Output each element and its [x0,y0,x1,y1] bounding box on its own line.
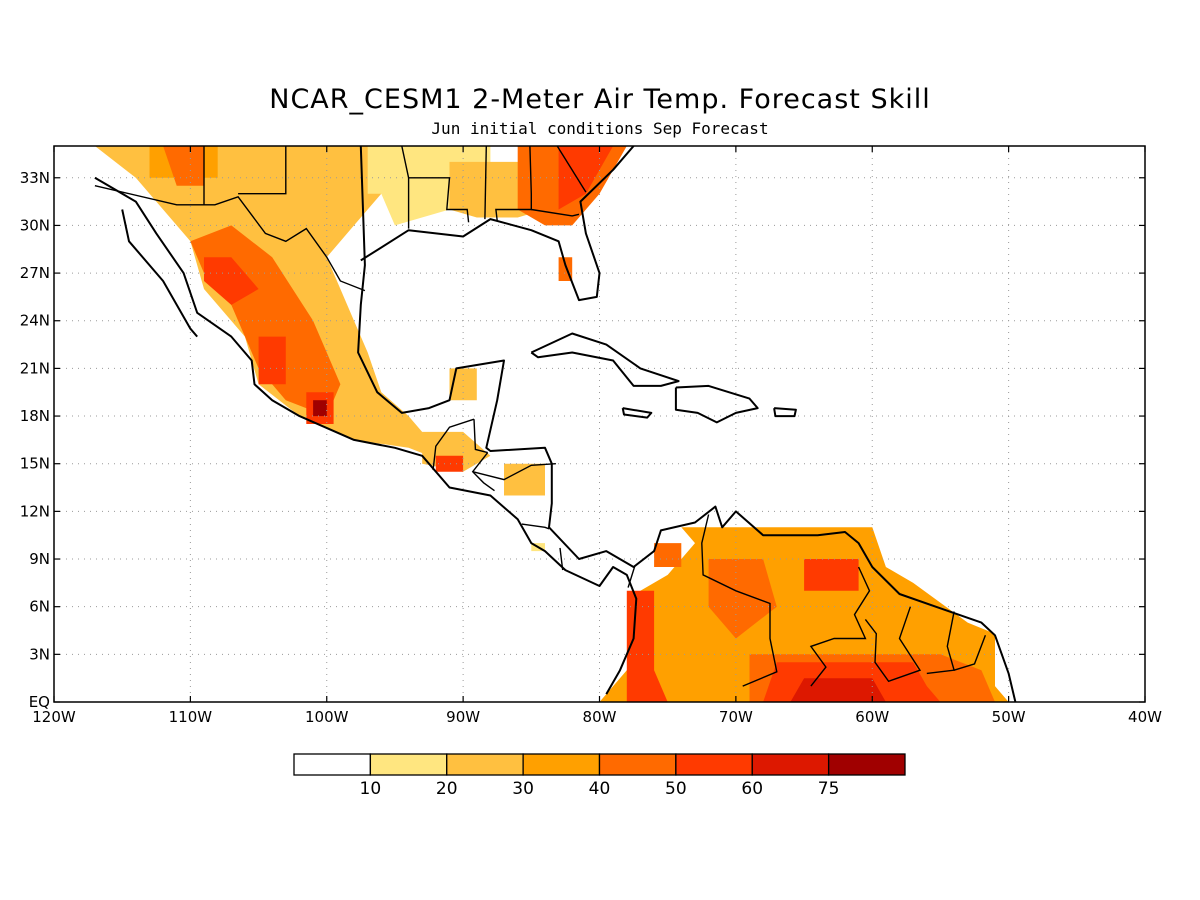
coastline [94,176,638,695]
skill-region [708,559,777,639]
country-border [627,565,636,588]
coastline [530,332,680,387]
lon-tick-label: 90W [446,708,480,726]
country-border [701,514,778,687]
lat-tick-label: 12N [20,502,50,520]
lon-tick-label: 80W [583,708,617,726]
lon-tick-label: 120W [32,708,76,726]
skill-region [804,559,859,591]
skill-region [163,146,204,186]
colorbar-label: 30 [512,779,534,799]
coastline-layer [94,146,1017,702]
skill-region [504,463,545,496]
coastline [773,407,797,418]
lat-tick-label: 18N [20,407,50,425]
coastline [674,384,759,424]
skill-region [626,590,668,702]
colorbar: 10 20 30 40 50 60 75 [293,753,906,799]
colorbar-swatch [293,753,372,776]
skill-region [367,146,409,194]
colorbar-swatch [827,753,906,776]
colorbar-label: 60 [741,779,763,799]
skill-region [558,146,614,210]
skill-region [435,455,464,472]
map-title: NCAR_CESM1 2-Meter Air Temp. Forecast Sk… [269,84,931,115]
lat-tick-label: 30N [20,216,50,234]
country-border [809,566,871,687]
lat-tick-label: 3N [29,645,50,663]
colorbar-swatch [446,753,524,776]
colorbar-swatch [522,753,601,776]
colorbar-swatch [675,753,753,776]
skill-shading-layer [94,146,1009,702]
lat-tick-label: 9N [29,550,50,568]
country-border [864,606,922,683]
country-border [94,185,366,292]
lat-tick-label: 15N [20,455,50,473]
country-border [471,452,495,492]
lon-tick-label: 50W [992,708,1026,726]
country-border [473,419,488,454]
skill-region [313,400,327,417]
country-border [238,146,287,195]
country-border [953,635,987,671]
skill-region [654,543,682,567]
country-border [521,523,550,530]
coastline [121,209,198,338]
country-border [484,146,487,220]
coastline [357,146,1017,702]
country-border [408,177,470,223]
lon-tick-label: 40W [1128,708,1162,726]
colorbar-label: 50 [665,779,687,799]
lon-tick-label: 70W [719,708,753,726]
skill-region [258,336,286,385]
axis-ticks: EQ 3N 6N 9N 12N 15N 18N 21N 24N 27N 30N 33N 120W 110W… [20,146,1162,726]
lat-tick-label: 21N [20,359,50,377]
country-border [472,463,556,481]
skill-region [790,678,886,702]
lat-tick-label: 33N [20,169,50,187]
colorbar-label: 20 [436,779,458,799]
lat-tick-label: EQ [29,693,50,711]
colorbar-label: 10 [360,779,382,799]
colorbar-label: 75 [818,779,840,799]
colorbar-swatch [751,753,830,776]
country-border [559,547,564,571]
skill-region [204,257,259,305]
country-border [926,611,955,675]
lon-tick-label: 100W [305,708,349,726]
colorbar-swatch [369,753,448,776]
lat-tick-label: 6N [29,598,50,616]
map-subtitle: Jun initial conditions Sep Forecast [431,119,769,138]
lat-tick-label: 24N [20,312,50,330]
country-border [531,208,580,217]
coastline [360,146,635,302]
country-border [556,146,587,193]
lon-tick-label: 110W [169,708,213,726]
coastline [621,407,653,419]
lat-tick-label: 27N [20,264,50,282]
political-border-layer [94,146,987,687]
country-border [432,418,475,471]
colorbar-label: 40 [589,779,611,799]
lon-tick-label: 60W [855,708,889,726]
colorbar-swatch [598,753,677,776]
skill-region [449,368,477,401]
